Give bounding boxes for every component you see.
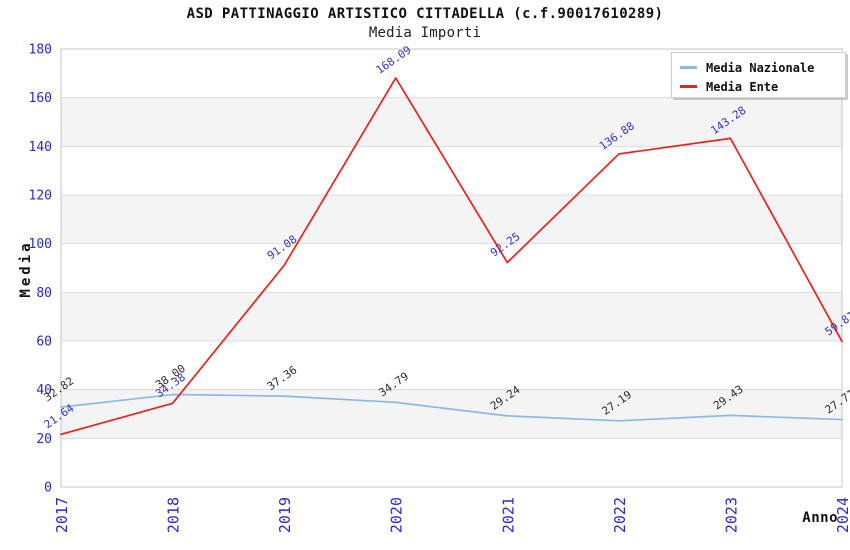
y-tick-label: 40 <box>36 383 52 398</box>
x-tick-label: 2017 <box>53 497 71 533</box>
x-tick-label: 2023 <box>722 497 740 533</box>
y-tick-label: 160 <box>29 91 52 106</box>
x-tick-label: 2022 <box>611 497 629 533</box>
y-tick-label: 180 <box>29 43 52 58</box>
y-tick-label: 20 <box>36 432 52 447</box>
y-tick-label: 60 <box>36 335 52 350</box>
x-tick-label: 2020 <box>388 497 406 533</box>
legend-item-nazionale: Media Nazionale <box>680 58 845 77</box>
y-tick-label: 120 <box>29 189 52 204</box>
y-tick-label: 0 <box>44 481 52 496</box>
legend-label: Media Ente <box>706 79 779 94</box>
nazionale-line-swatch-icon <box>680 66 697 69</box>
chart-title: ASD PATTINAGGIO ARTISTICO CITTADELLA (c.… <box>186 6 664 22</box>
plot-band <box>61 389 842 439</box>
y-tick-label: 100 <box>29 237 52 252</box>
plot-border <box>60 48 843 488</box>
media-nazionale-line <box>60 393 843 422</box>
y-tick-label: 140 <box>29 140 52 155</box>
plot-band <box>61 195 842 244</box>
x-tick-label: 2021 <box>499 497 517 533</box>
legend-label: Media Nazionale <box>706 60 815 75</box>
legend: Media Nazionale Media Ente <box>671 52 846 98</box>
chart-subtitle: Media Importi <box>368 25 482 41</box>
x-tick-label: 2018 <box>165 497 183 533</box>
x-tick-label: 2019 <box>276 497 294 533</box>
ente-line-swatch-icon <box>680 85 697 88</box>
x-axis-title: Anno <box>802 510 838 526</box>
plot-band <box>61 292 842 341</box>
plot-band <box>61 97 842 147</box>
legend-item-ente: Media Ente <box>680 77 845 96</box>
data-label: 37.36 <box>265 363 300 393</box>
x-tick-label: 2024 <box>834 497 850 533</box>
data-label: 168.09 <box>374 43 414 76</box>
y-axis-title: Media <box>18 240 34 298</box>
media-ente-line <box>60 77 843 436</box>
y-tick-label: 80 <box>36 286 52 301</box>
